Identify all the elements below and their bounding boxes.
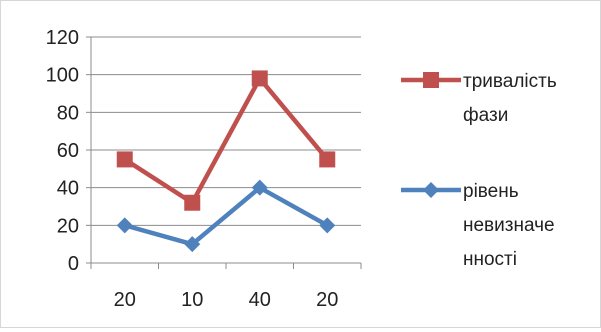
legend-label: фази bbox=[463, 105, 508, 126]
legend-label: тривалість bbox=[463, 71, 557, 92]
data-point bbox=[184, 194, 201, 211]
legend-label: рівень bbox=[463, 181, 519, 202]
y-tick-label: 80 bbox=[57, 102, 79, 124]
x-tick-label: 20 bbox=[316, 289, 338, 311]
data-point bbox=[184, 236, 201, 253]
legend-label: нності bbox=[463, 249, 517, 270]
y-tick-label: 100 bbox=[46, 65, 79, 87]
y-tick-label: 120 bbox=[46, 27, 79, 49]
data-point bbox=[116, 217, 133, 234]
x-tick-label: 20 bbox=[114, 289, 136, 311]
series-line bbox=[124, 185, 329, 247]
y-tick-label: 20 bbox=[57, 215, 79, 237]
x-tick-label: 40 bbox=[249, 289, 271, 311]
data-point bbox=[319, 217, 336, 234]
y-tick-label: 0 bbox=[68, 253, 79, 275]
legend-marker bbox=[423, 182, 439, 198]
series-line bbox=[123, 76, 329, 205]
line-chart: 0 20 40 60 80 100 120 20 10 40 20 тривалість фази рів… bbox=[46, 27, 557, 311]
legend-label: невизначе bbox=[463, 215, 555, 236]
legend-marker bbox=[423, 72, 439, 88]
data-point bbox=[251, 70, 268, 87]
x-tick-label: 10 bbox=[181, 289, 203, 311]
data-point bbox=[319, 151, 336, 168]
y-tick-label: 40 bbox=[57, 178, 79, 200]
y-tick-label: 60 bbox=[57, 140, 79, 162]
data-point bbox=[116, 151, 133, 168]
data-point bbox=[251, 179, 268, 196]
